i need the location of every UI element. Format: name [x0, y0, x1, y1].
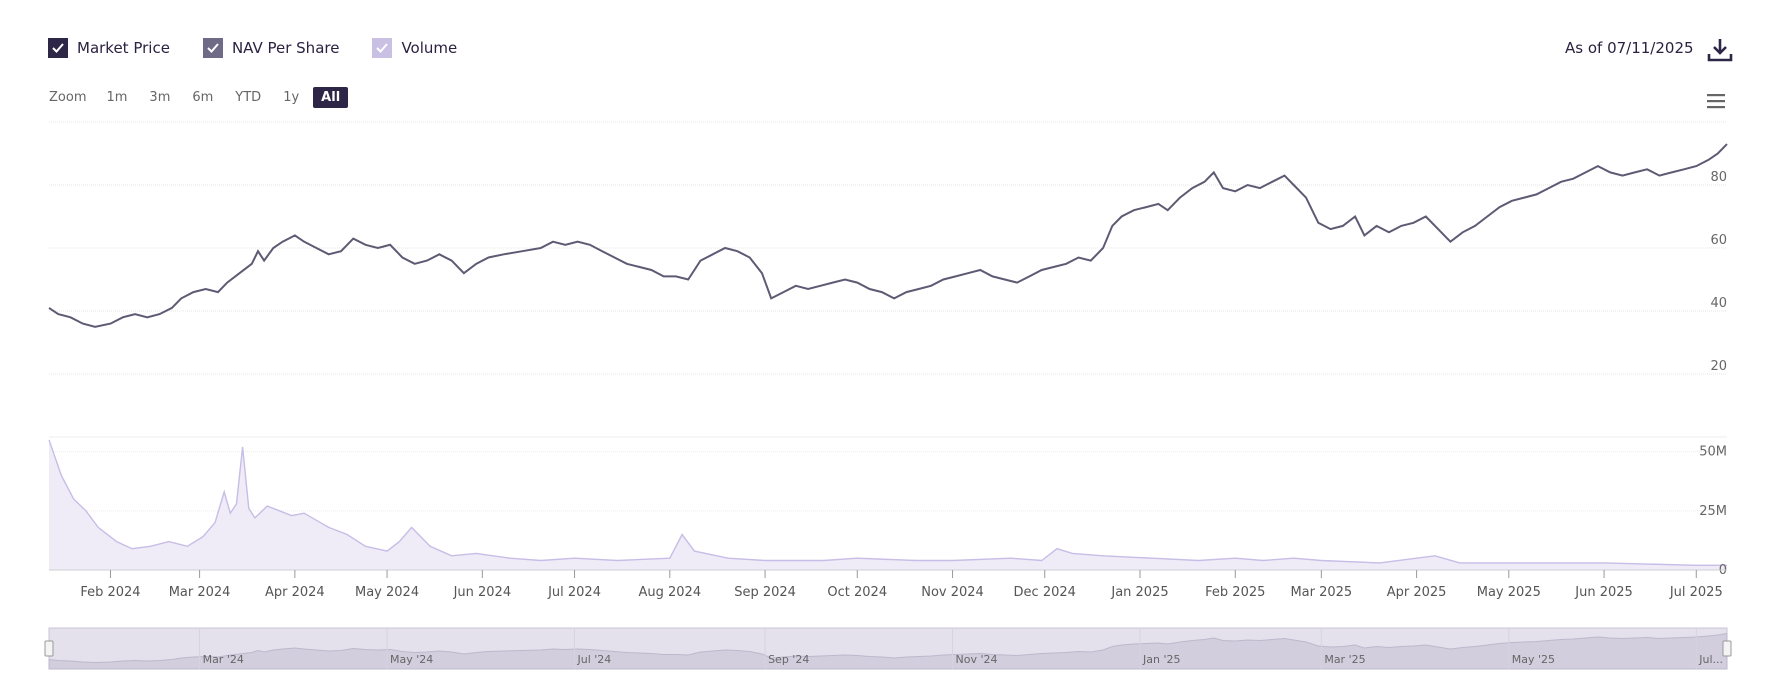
- x-tick-label: Oct 2024: [827, 585, 887, 600]
- grid-lines: [49, 121, 1727, 571]
- x-tick-label: Sep 2024: [734, 585, 796, 600]
- navigator-tick-label: May '24: [390, 653, 433, 666]
- volume-line: [48, 439, 1727, 566]
- legend-item-volume[interactable]: Volume: [372, 38, 457, 58]
- zoom-button-ytd[interactable]: YTD: [235, 90, 262, 105]
- price-tick-label: 80: [1710, 170, 1727, 185]
- navigator-tick-label: Jan '25: [1142, 653, 1180, 666]
- price-tick-label: 60: [1710, 233, 1727, 248]
- checkbox-icon[interactable]: [372, 38, 393, 58]
- x-tick-label: Aug 2024: [638, 585, 701, 600]
- x-tick-label: Feb 2024: [80, 585, 140, 600]
- price-tick-label: 40: [1710, 296, 1727, 311]
- zoom-button-1m[interactable]: 1m: [106, 90, 128, 105]
- navigator-tick-label: Mar '25: [1324, 653, 1365, 666]
- x-tick-label: Apr 2025: [1387, 585, 1447, 600]
- price-tick-label: 20: [1710, 359, 1727, 374]
- navigator-series: [48, 632, 1728, 670]
- legend-label: Market Price: [77, 39, 170, 57]
- x-tick-label: Feb 2025: [1205, 585, 1265, 600]
- zoom-button-3m[interactable]: 3m: [149, 90, 171, 105]
- as-of-date: As of 07/11/2025: [1565, 39, 1694, 57]
- x-tick-label: Mar 2024: [169, 585, 231, 600]
- volume-tick-label: 50M: [1699, 445, 1727, 460]
- x-tick-label: Mar 2025: [1290, 585, 1352, 600]
- zoom-controls: Zoom 1m 3m 6m YTD 1y All: [49, 87, 354, 108]
- x-tick-label: May 2025: [1477, 585, 1541, 600]
- zoom-button-1y[interactable]: 1y: [283, 90, 300, 105]
- navigator-tick-label: Nov '24: [956, 653, 998, 666]
- x-tick-label: Jul 2024: [547, 585, 601, 600]
- x-tick-label: May 2024: [355, 585, 419, 600]
- navigator[interactable]: Mar '24 May '24 Jul '24 Sep '24 Nov '24 Jan '…: [44, 627, 1732, 670]
- price-line: [48, 143, 1728, 328]
- navigator-tick-label: May '25: [1512, 653, 1555, 666]
- hamburger-menu-icon[interactable]: [1705, 91, 1727, 111]
- zoom-button-6m[interactable]: 6m: [192, 90, 214, 105]
- x-tick-label: Jan 2025: [1110, 585, 1168, 600]
- x-axis-ticks: Feb 2024 Mar 2024 Apr 2024 May 2024 Jun 2024…: [49, 569, 1727, 600]
- legend-label: NAV Per Share: [231, 39, 340, 57]
- x-tick-label: Dec 2024: [1014, 585, 1076, 600]
- navigator-tick-label: Sep '24: [768, 653, 809, 666]
- legend-item-nav-per-share[interactable]: NAV Per Share: [202, 38, 340, 58]
- download-icon[interactable]: [1706, 36, 1734, 64]
- legend-label: Volume: [401, 39, 458, 57]
- zoom-button-all[interactable]: All: [313, 87, 349, 108]
- x-tick-label: Jun 2024: [453, 585, 512, 600]
- x-tick-label: Jun 2025: [1574, 585, 1633, 600]
- x-tick-label: Apr 2024: [265, 585, 325, 600]
- x-tick-label: Nov 2024: [921, 585, 984, 600]
- legend-item-market-price[interactable]: Market Price: [48, 38, 170, 58]
- checkbox-icon[interactable]: [202, 38, 223, 58]
- checkbox-icon[interactable]: [48, 38, 68, 58]
- volume-series: [48, 439, 1727, 570]
- legend: Market Price NAV Per Share Volume: [48, 38, 490, 58]
- navigator-left-handle[interactable]: [44, 640, 54, 657]
- volume-tick-label: 25M: [1699, 504, 1727, 519]
- zoom-label: Zoom: [49, 90, 87, 105]
- volume-area: [49, 439, 1727, 570]
- navigator-tick-label: Mar '24: [203, 653, 244, 666]
- price-series: [48, 143, 1728, 328]
- navigator-right-handle[interactable]: [1722, 640, 1732, 657]
- navigator-tick-label: Jul...: [1698, 653, 1723, 666]
- x-tick-label: Jul 2025: [1669, 585, 1723, 600]
- navigator-tick-label: Jul '24: [577, 653, 612, 666]
